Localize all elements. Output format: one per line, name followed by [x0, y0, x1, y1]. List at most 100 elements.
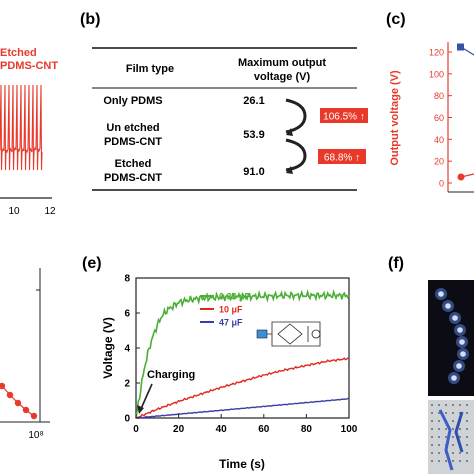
- series-line-2: [135, 357, 350, 419]
- panel-a-trace: [0, 84, 43, 171]
- led-core: [438, 291, 444, 297]
- x-tick-label: 60: [258, 424, 270, 435]
- panel-c-ticks: 0 20 40 60 80 100 120: [429, 48, 452, 189]
- legend-label-1: 0.33 μF: [219, 292, 251, 302]
- breadboard-hole: [438, 404, 440, 406]
- breadboard-hole: [431, 404, 433, 406]
- badge-1-bg: [320, 108, 368, 123]
- breadboard-hole: [438, 444, 440, 446]
- panel-f-label: (f): [388, 255, 404, 272]
- led-core: [456, 363, 462, 369]
- x-axis-label: Time (s): [219, 457, 265, 471]
- breadboard-hole: [459, 436, 461, 438]
- y-axis-label: Voltage (V): [101, 317, 115, 379]
- header-max-output-2: voltage (V): [254, 71, 311, 83]
- breadboard-hole: [445, 460, 447, 462]
- breadboard-hole: [466, 412, 468, 414]
- panel-c-tick-label: 0: [439, 179, 444, 189]
- panel-c-tick-label: 80: [434, 91, 444, 101]
- panel-c-blue-marker: [457, 43, 464, 51]
- increase-arrowhead-2: [286, 166, 293, 174]
- series-line-1: [135, 288, 350, 419]
- bridge-rectifier-icon: [277, 323, 303, 345]
- breadboard-hole: [431, 460, 433, 462]
- x-tick-label: 40: [216, 424, 228, 435]
- breadboard-hole: [445, 428, 447, 430]
- breadboard-hole: [452, 452, 454, 454]
- charging-arrowhead: [137, 405, 144, 414]
- breadboard-hole: [431, 412, 433, 414]
- panel-c-tick-label: 100: [429, 69, 444, 79]
- badge-1-text: 106.5% ↑: [323, 112, 365, 123]
- legend: 0.33 μF 10 μF 47 μF: [200, 292, 251, 328]
- increase-arrow-1: [285, 98, 307, 134]
- panel-c-tick-label: 20: [434, 157, 444, 167]
- device-block-icon: [256, 329, 268, 339]
- voltmeter-icon: [311, 329, 321, 339]
- breadboard-hole: [431, 428, 433, 430]
- breadboard-hole: [452, 428, 454, 430]
- breadboard-hole: [431, 444, 433, 446]
- x-tick-label: 0: [133, 424, 139, 435]
- plot-series-group: [135, 288, 350, 419]
- header-max-output-1: Maximum output: [238, 57, 326, 69]
- breadboard-hole: [445, 412, 447, 414]
- breadboard-led-row-2: [454, 411, 464, 453]
- breadboard-hole: [466, 436, 468, 438]
- breadboard-hole: [438, 412, 440, 414]
- breadboard-hole: [452, 460, 454, 462]
- breadboard-hole: [438, 436, 440, 438]
- panel-a-tick-12: 12: [44, 206, 56, 217]
- breadboard-hole: [466, 452, 468, 454]
- breadboard-led-row: [438, 409, 454, 471]
- panel-d-x-tick: 10⁸: [28, 430, 43, 441]
- breadboard-hole: [466, 444, 468, 446]
- panel-a-legend-line-1: Etched: [0, 47, 37, 59]
- x-tick-label: 20: [173, 424, 185, 435]
- breadboard-hole: [452, 444, 454, 446]
- breadboard-hole: [452, 404, 454, 406]
- breadboard-hole: [459, 428, 461, 430]
- charging-arrow: [139, 383, 153, 412]
- breadboard-hole: [459, 460, 461, 462]
- y-tick-label: 4: [124, 344, 130, 355]
- led-glow-group: [435, 288, 469, 384]
- breadboard-hole: [452, 420, 454, 422]
- panel-e-label: (e): [82, 255, 102, 272]
- breadboard-hole: [438, 420, 440, 422]
- panel-d-point: [6, 391, 14, 399]
- panel-c-tick-label: 40: [434, 135, 444, 145]
- panel-c-fragment: (c) Output voltage (V) 0 20 40 60 80 100 120: [386, 11, 474, 193]
- panel-d-point: [22, 406, 30, 414]
- breadboard-hole: [431, 436, 433, 438]
- breadboard-hole: [445, 404, 447, 406]
- breadboard-hole: [466, 404, 468, 406]
- breadboard-hole: [459, 452, 461, 454]
- circuit-wires: [267, 321, 321, 347]
- row-2-value: 53.9: [243, 129, 264, 141]
- y-tick-label: 8: [124, 274, 130, 285]
- panel-d-point: [30, 412, 38, 420]
- breadboard-hole: [438, 428, 440, 430]
- row-2-type-2: PDMS-CNT: [104, 136, 162, 148]
- legend-label-2: 10 μF: [219, 305, 243, 315]
- led-core: [451, 375, 457, 381]
- panel-e-chart: (e) 0 20 40 60 80 100 0 2 4 6 8 Voltage (V) Time (…: [82, 255, 358, 471]
- breadboard-hole: [459, 412, 461, 414]
- breadboard-hole: [466, 420, 468, 422]
- led-core: [452, 315, 458, 321]
- panel-b-table: (b) Film type Maximum output voltage (V)…: [80, 11, 368, 191]
- x-tick-label: 80: [301, 424, 313, 435]
- panel-d-point: [0, 382, 6, 390]
- breadboard-hole: [431, 420, 433, 422]
- breadboard-hole: [466, 460, 468, 462]
- y-tick-label: 2: [124, 379, 130, 390]
- plot-ticks-group: 0 20 40 60 80 100 0 2 4 6 8: [124, 274, 357, 436]
- charging-annotation: Charging: [147, 369, 195, 381]
- badge-2-bg: [318, 149, 366, 164]
- y-tick-label: 6: [124, 309, 130, 320]
- led-core: [445, 303, 451, 309]
- panel-b-label: (b): [80, 11, 100, 28]
- breadboard-detail: [431, 404, 468, 471]
